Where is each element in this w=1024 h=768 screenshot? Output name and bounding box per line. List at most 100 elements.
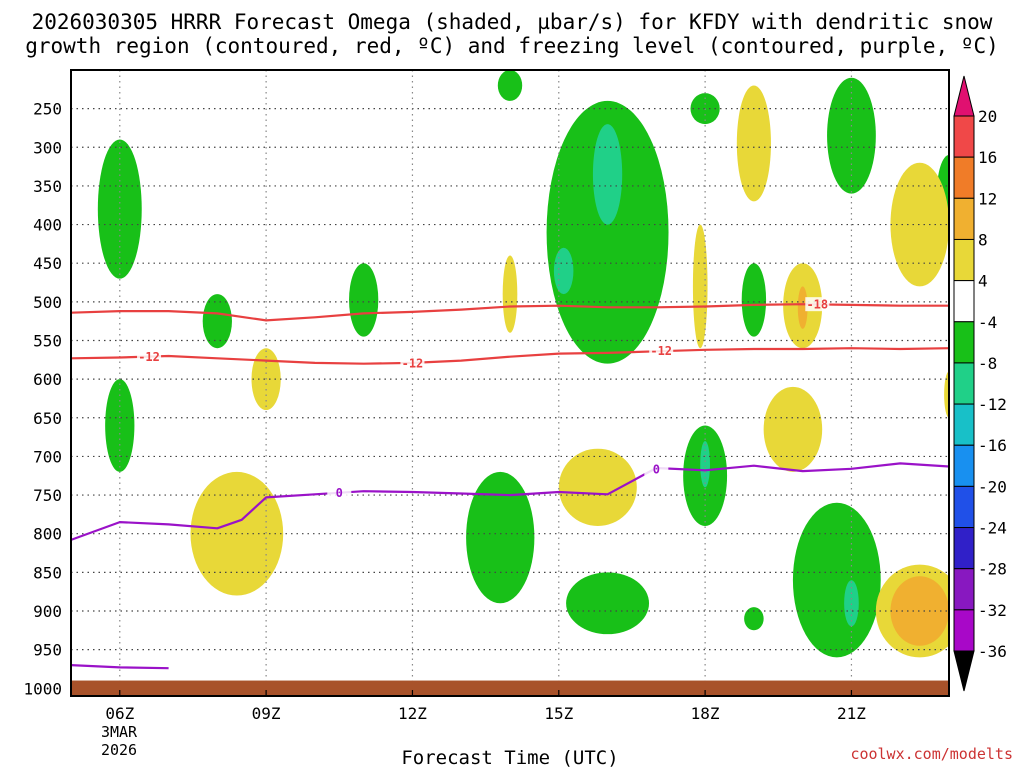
colorbar-label-13: -36: [978, 642, 1007, 661]
omega-region-6: [546, 100, 669, 364]
omega-region-17: [844, 580, 859, 627]
omega-region-7: [592, 124, 623, 225]
y-tick-850: 850: [33, 563, 62, 582]
contour-lines: -12 -12 -12 -18 0 0: [71, 297, 949, 670]
colorbar-label-10: -24: [978, 519, 1007, 538]
y-tick-750: 750: [33, 486, 62, 505]
title-line-2: growth region (contoured, red, ºC) and f…: [25, 34, 999, 58]
omega-shading: [97, 70, 949, 658]
x-tick-15Z: 15Z: [544, 704, 573, 723]
colorbar-swatch-11: [953, 568, 975, 611]
omega-region-4: [466, 471, 535, 604]
colorbar-swatch-7: [953, 403, 975, 446]
colorbar-label-7: -12: [978, 395, 1007, 414]
date-label-line-2: 2026: [101, 741, 137, 759]
y-tick-650: 650: [33, 409, 62, 428]
x-tick-06Z: 06Z: [105, 704, 134, 723]
colorbar-label-8: -16: [978, 436, 1007, 455]
freezing-label-bg-0-0: [327, 485, 352, 500]
dendritic-contour-label-1-0: -18: [806, 298, 828, 312]
colorbar-swatch-9: [953, 485, 975, 529]
colorbar-bottom-arrow: [953, 650, 975, 692]
colorbar-swatch-4: [953, 280, 975, 323]
x-tick-21Z: 21Z: [837, 704, 866, 723]
title-line-1: 2026030305 HRRR Forecast Omega (shaded, …: [32, 10, 993, 34]
dendritic-label-bg-0-1: [400, 355, 425, 370]
y-tick-550: 550: [33, 331, 62, 350]
colorbar-label-5: -4: [978, 313, 997, 332]
omega-region-23: [692, 224, 708, 349]
dendritic-contour-label-0-0: -12: [138, 350, 160, 364]
ground-layer: [71, 680, 949, 696]
omega-region-14: [744, 607, 764, 631]
colorbar-swatch-10: [953, 527, 975, 570]
omega-region-28: [890, 162, 949, 287]
colorbar-label-3: 8: [978, 230, 988, 249]
date-label-line-1: 3MAR: [101, 723, 138, 741]
x-tick-18Z: 18Z: [691, 704, 720, 723]
dendritic-label-bg-0-2: [649, 343, 674, 358]
x-tick-12Z: 12Z: [398, 704, 427, 723]
omega-region-15: [827, 77, 876, 194]
omega-region-8: [553, 247, 574, 295]
omega-region-31: [944, 371, 949, 418]
grid-lines: [71, 70, 949, 696]
omega-colorbar: 20 16 12 8 4 -4 -8 -12 -16 -20 -24 -28 -32 -36: [953, 75, 1007, 692]
y-tick-300: 300: [33, 138, 62, 157]
omega-region-30: [890, 576, 949, 646]
omega-region-21: [502, 255, 518, 333]
dendritic-contour-label-0-2: -12: [650, 344, 672, 358]
colorbar-swatch-5: [953, 321, 975, 364]
freezing-contour-label-0-0: 0: [336, 486, 343, 500]
omega-region-1: [105, 379, 135, 472]
colorbar-label-0: 20: [978, 107, 997, 126]
colorbar-swatch-1: [953, 156, 975, 199]
dendritic-label-bg-1-0: [805, 297, 830, 312]
omega-region-13: [741, 263, 767, 337]
ground-fill: [71, 680, 949, 696]
y-tick-500: 500: [33, 293, 62, 312]
y-tick-600: 600: [33, 370, 62, 389]
omega-region-2: [202, 294, 232, 349]
colorbar-label-2: 12: [978, 189, 997, 208]
y-tick-250: 250: [33, 100, 62, 119]
colorbar-label-1: 16: [978, 148, 997, 167]
colorbar-top-arrow: [953, 75, 975, 117]
dendritic-label-bg-0-0: [137, 349, 162, 364]
dendritic-contour-1: [71, 303, 949, 322]
y-tick-400: 400: [33, 216, 62, 235]
y-tick-450: 450: [33, 254, 62, 273]
omega-region-5: [497, 70, 523, 101]
colorbar-label-6: -8: [978, 354, 997, 373]
omega-region-16: [792, 502, 881, 658]
freezing-contour-1: [71, 664, 169, 670]
y-tick-350: 350: [33, 177, 62, 196]
colorbar-swatch-2: [953, 197, 975, 240]
y-tick-700: 700: [33, 447, 62, 466]
colorbar-label-12: -32: [978, 601, 1007, 620]
colorbar-swatch-0: [953, 115, 975, 158]
colorbar-swatch-6: [953, 362, 975, 405]
freezing-label-bg-0-1: [644, 461, 669, 476]
colorbar-swatch-12: [953, 609, 975, 652]
omega-region-0: [97, 139, 142, 279]
dendritic-contour-0: [71, 347, 949, 365]
colorbar-label-11: -28: [978, 560, 1007, 579]
y-axis-pressure-labels: 250 300 350 400 450 500 550 600 650 700 750 800 850 9…: [23, 100, 62, 699]
y-tick-900: 900: [33, 602, 62, 621]
omega-region-22: [558, 448, 637, 526]
x-axis-title: Forecast Time (UTC): [401, 747, 618, 768]
omega-region-3: [349, 263, 379, 337]
omega-region-9: [566, 572, 650, 635]
colorbar-label-9: -20: [978, 477, 1007, 496]
y-tick-800: 800: [33, 525, 62, 544]
credit-text: coolwx.com/modelts: [850, 745, 1013, 763]
freezing-contour-0: [71, 462, 949, 541]
colorbar-label-4: 4: [978, 272, 988, 291]
plot-border: [70, 69, 950, 697]
freezing-contour-label-0-1: 0: [653, 462, 660, 476]
y-tick-1000: 1000: [23, 679, 62, 698]
x-axis-time-labels: 06Z 09Z 12Z 15Z 18Z 21Z: [105, 690, 866, 723]
omega-region-27: [763, 386, 823, 472]
y-tick-950: 950: [33, 641, 62, 660]
